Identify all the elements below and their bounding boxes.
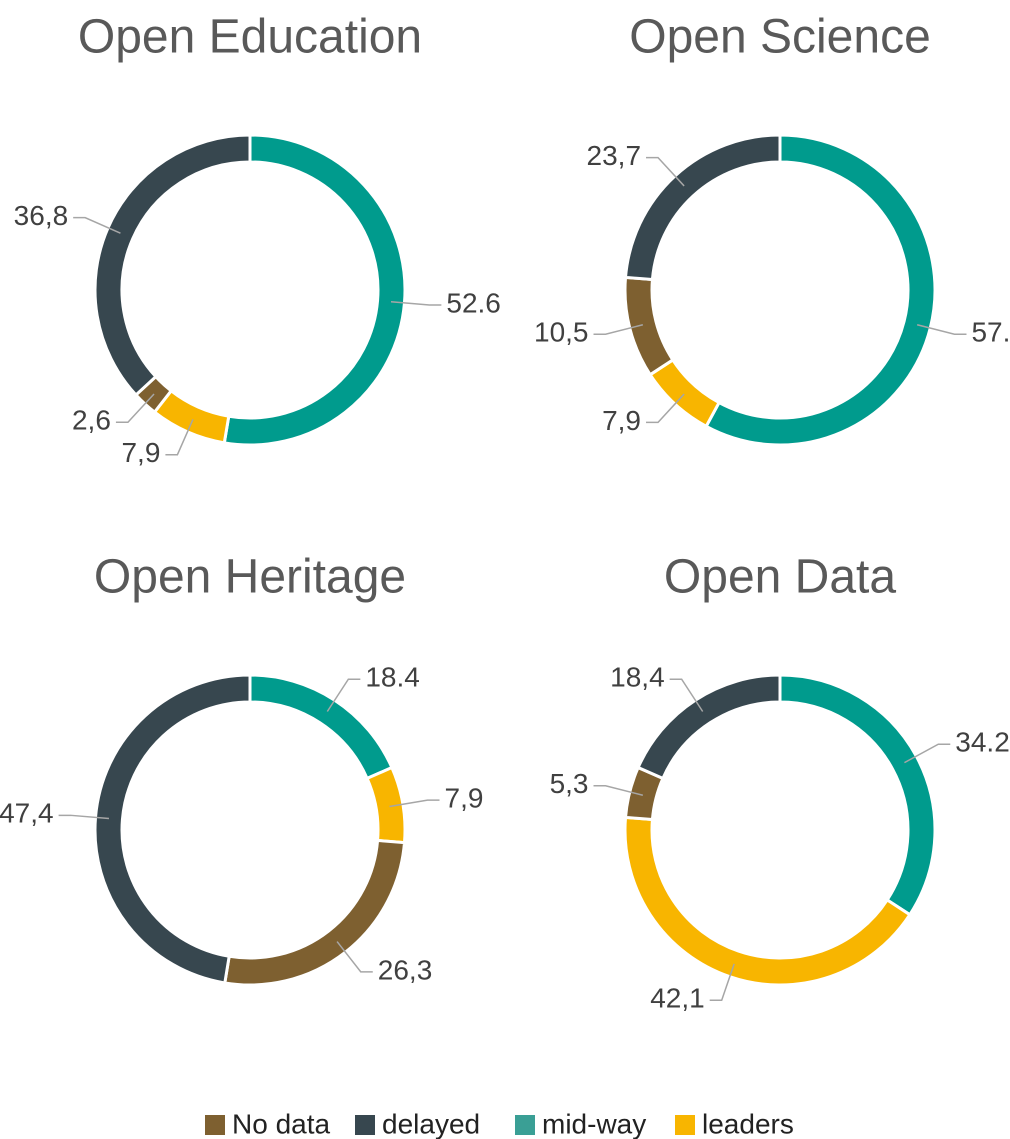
legend-swatch — [675, 1115, 695, 1135]
donut-segment — [623, 815, 912, 987]
data-label: 42,1 — [650, 983, 705, 1014]
leader-line — [58, 814, 110, 820]
data-label: 2,6 — [72, 405, 111, 436]
leader-line — [593, 785, 644, 796]
legend-label: delayed — [382, 1108, 480, 1139]
data-label: 52.6 — [446, 287, 501, 318]
leader-line — [593, 324, 644, 335]
leader-line — [646, 393, 685, 424]
leader-line — [904, 743, 951, 764]
data-label: 57.9 — [971, 317, 1010, 348]
leader-line — [646, 156, 685, 187]
data-label: 7,9 — [445, 783, 484, 814]
donut-segment — [222, 133, 407, 447]
chart-title: Open Data — [664, 551, 896, 604]
data-label: 47,4 — [0, 798, 54, 829]
donut-segment — [778, 673, 937, 917]
leader-line — [916, 324, 967, 335]
leader-line — [390, 301, 442, 306]
chart-title: Open Education — [78, 11, 422, 64]
legend-swatch — [515, 1115, 535, 1135]
leader-line — [389, 799, 440, 808]
data-label: 7,9 — [602, 405, 641, 436]
data-label: 36,8 — [14, 200, 69, 231]
legend-swatch — [355, 1115, 375, 1135]
leader-line — [336, 941, 373, 973]
leader-line — [709, 963, 735, 1002]
leader-line — [115, 393, 155, 424]
donut-segment — [93, 673, 252, 985]
data-label: 18.4 — [365, 662, 420, 693]
data-label: 26,3 — [378, 954, 433, 985]
donut-segment — [623, 133, 782, 282]
legend-label: leaders — [702, 1108, 794, 1139]
leader-line — [73, 216, 121, 234]
data-label: 18,4 — [610, 662, 665, 693]
leader-line — [326, 678, 361, 712]
leader-line — [669, 678, 704, 712]
data-label: 23,7 — [587, 140, 642, 171]
chart-title: Open Heritage — [94, 551, 406, 604]
leader-line — [165, 419, 194, 456]
data-label: 10,5 — [534, 317, 589, 348]
donut-segment — [704, 133, 937, 447]
donut-segment — [623, 275, 675, 377]
legend-label: No data — [232, 1108, 330, 1139]
donut-segment — [636, 673, 782, 781]
data-label: 5,3 — [550, 768, 589, 799]
data-label: 7,9 — [121, 437, 160, 468]
legend-label: mid-way — [542, 1108, 646, 1139]
chart-title: Open Science — [629, 11, 931, 64]
data-label: 34.2 — [955, 727, 1010, 758]
donut-segment — [93, 133, 252, 398]
donut-segment — [648, 357, 722, 429]
legend-swatch — [205, 1115, 225, 1135]
